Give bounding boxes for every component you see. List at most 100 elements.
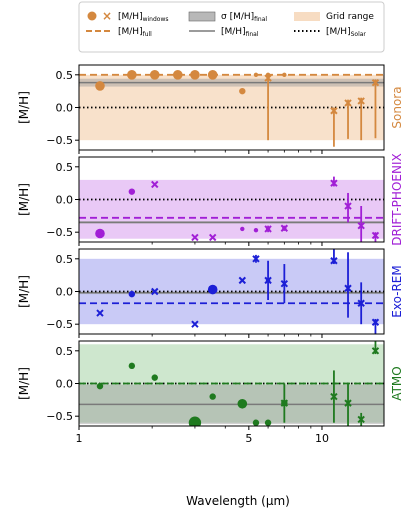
legend-full-label: [M/H]full [118,27,152,38]
y-tick-label: 0.0 [56,102,74,115]
legend-sigma-swatch [188,11,216,22]
circle-marker [188,416,202,426]
cross-stroke [151,287,159,296]
cross-stroke [371,78,380,87]
cross-stroke [371,231,380,240]
circle-marker [95,228,105,239]
cross-stroke [344,399,352,407]
cross-marker [371,231,380,240]
circle-marker [151,374,158,381]
circle-marker [265,278,271,283]
circle-marker [128,362,136,370]
cross-stroke [330,107,338,115]
circle-marker [240,226,245,232]
y-tick-label: 0.0 [56,286,74,299]
legend: × [M/H]windows [M/H]full σ [M/H]final [M… [78,1,385,53]
circle-marker [127,70,137,80]
panels-container: −0.5 0.0 0.5 [M/H] Sonora −0.5 0.0 0.5 [M/H] DRIF… [17,64,404,445]
panel-plot-area [79,70,384,147]
cross-stroke [96,309,104,317]
y-tick-label: −0.5 [46,410,73,423]
model-label: Exo-REM [390,265,404,317]
cross-marker [357,415,365,424]
cross-stroke [238,276,247,285]
cross-marker [191,320,199,328]
y-axis-label: [M/H] [17,275,31,308]
model-label: ATMO [390,366,404,400]
panel-sonora: −0.5 0.0 0.5 [M/H] Sonora [17,64,404,154]
cross-marker [280,279,289,288]
y-tick-label: 0.5 [56,253,74,266]
legend-windows-circle-marker [87,11,97,21]
cross-stroke [330,392,338,401]
circle-marker [209,393,216,400]
y-tick-label: −0.5 [46,318,73,331]
panel-exo-rem: −0.5 0.0 0.5 [M/H] Exo-REM [17,248,404,338]
cross-marker [357,97,365,105]
y-tick-label: −0.5 [46,226,73,239]
cross-marker [371,78,380,87]
circle-marker [281,399,288,407]
circle-marker [282,72,287,78]
circle-marker [265,72,271,78]
legend-windows-cross-marker: × [102,9,112,23]
cross-marker [344,284,352,292]
circle-marker [207,70,218,80]
cross-marker [371,347,380,355]
y-tick-label: 0.0 [56,378,74,391]
cross-stroke [357,299,365,307]
circle-marker [172,70,183,80]
y-axis-label: [M/H] [17,367,31,400]
y-axis-label: [M/H] [17,91,31,124]
model-label: Sonora [390,86,404,128]
circle-marker [239,87,246,95]
cross-stroke [344,202,352,210]
cross-stroke [252,255,260,263]
x-axis-label: Wavelength (μm) [186,494,290,508]
cross-marker [151,287,159,296]
cross-marker [96,309,104,317]
cross-marker [238,276,247,285]
circle-marker [95,81,105,91]
circle-marker [264,419,272,426]
panel-drift-phoenix: −0.5 0.0 0.5 [M/H] DRIFT-PHOENIX [17,153,404,246]
cross-marker [344,202,352,210]
cross-stroke [330,179,338,187]
panel-atmo: −0.5 0.0 0.5 [M/H] ATMO 1 5 10 [17,340,404,445]
circle-marker [190,70,200,80]
cross-marker [344,99,352,107]
cross-stroke [357,221,365,230]
circle-marker [96,382,104,390]
circle-marker [253,228,259,233]
circle-marker [252,419,260,426]
cross-stroke [357,97,365,105]
cross-stroke [151,180,159,189]
x-tick-label: 10 [315,432,329,445]
legend-final-label: [M/H]final [221,27,259,38]
y-axis-label: [M/H] [17,183,31,216]
cross-marker [330,392,338,401]
circle-marker [253,72,259,78]
cross-stroke [344,99,352,107]
cross-stroke [208,233,217,242]
legend-grid-range-label: Grid range [326,12,374,22]
cross-marker [330,257,338,265]
legend-solar-label: [M/H]Solar [326,27,366,38]
model-label: DRIFT-PHOENIX [390,153,404,245]
y-tick-label: 0.5 [56,345,74,358]
legend-windows-label: [M/H]windows [118,12,168,23]
panel-plot-area [79,341,384,426]
legend-grid-range-swatch [294,12,320,21]
circle-marker [237,398,248,409]
cross-marker [151,180,159,189]
cross-stroke [191,320,199,328]
y-tick-label: −0.5 [46,134,73,147]
cross-marker [252,255,260,263]
cross-stroke [191,233,199,242]
cross-marker [330,107,338,115]
panel-plot-area [79,176,384,242]
cross-stroke [264,74,272,82]
cross-stroke [344,284,352,292]
cross-marker [208,233,217,242]
cross-marker [357,221,365,230]
